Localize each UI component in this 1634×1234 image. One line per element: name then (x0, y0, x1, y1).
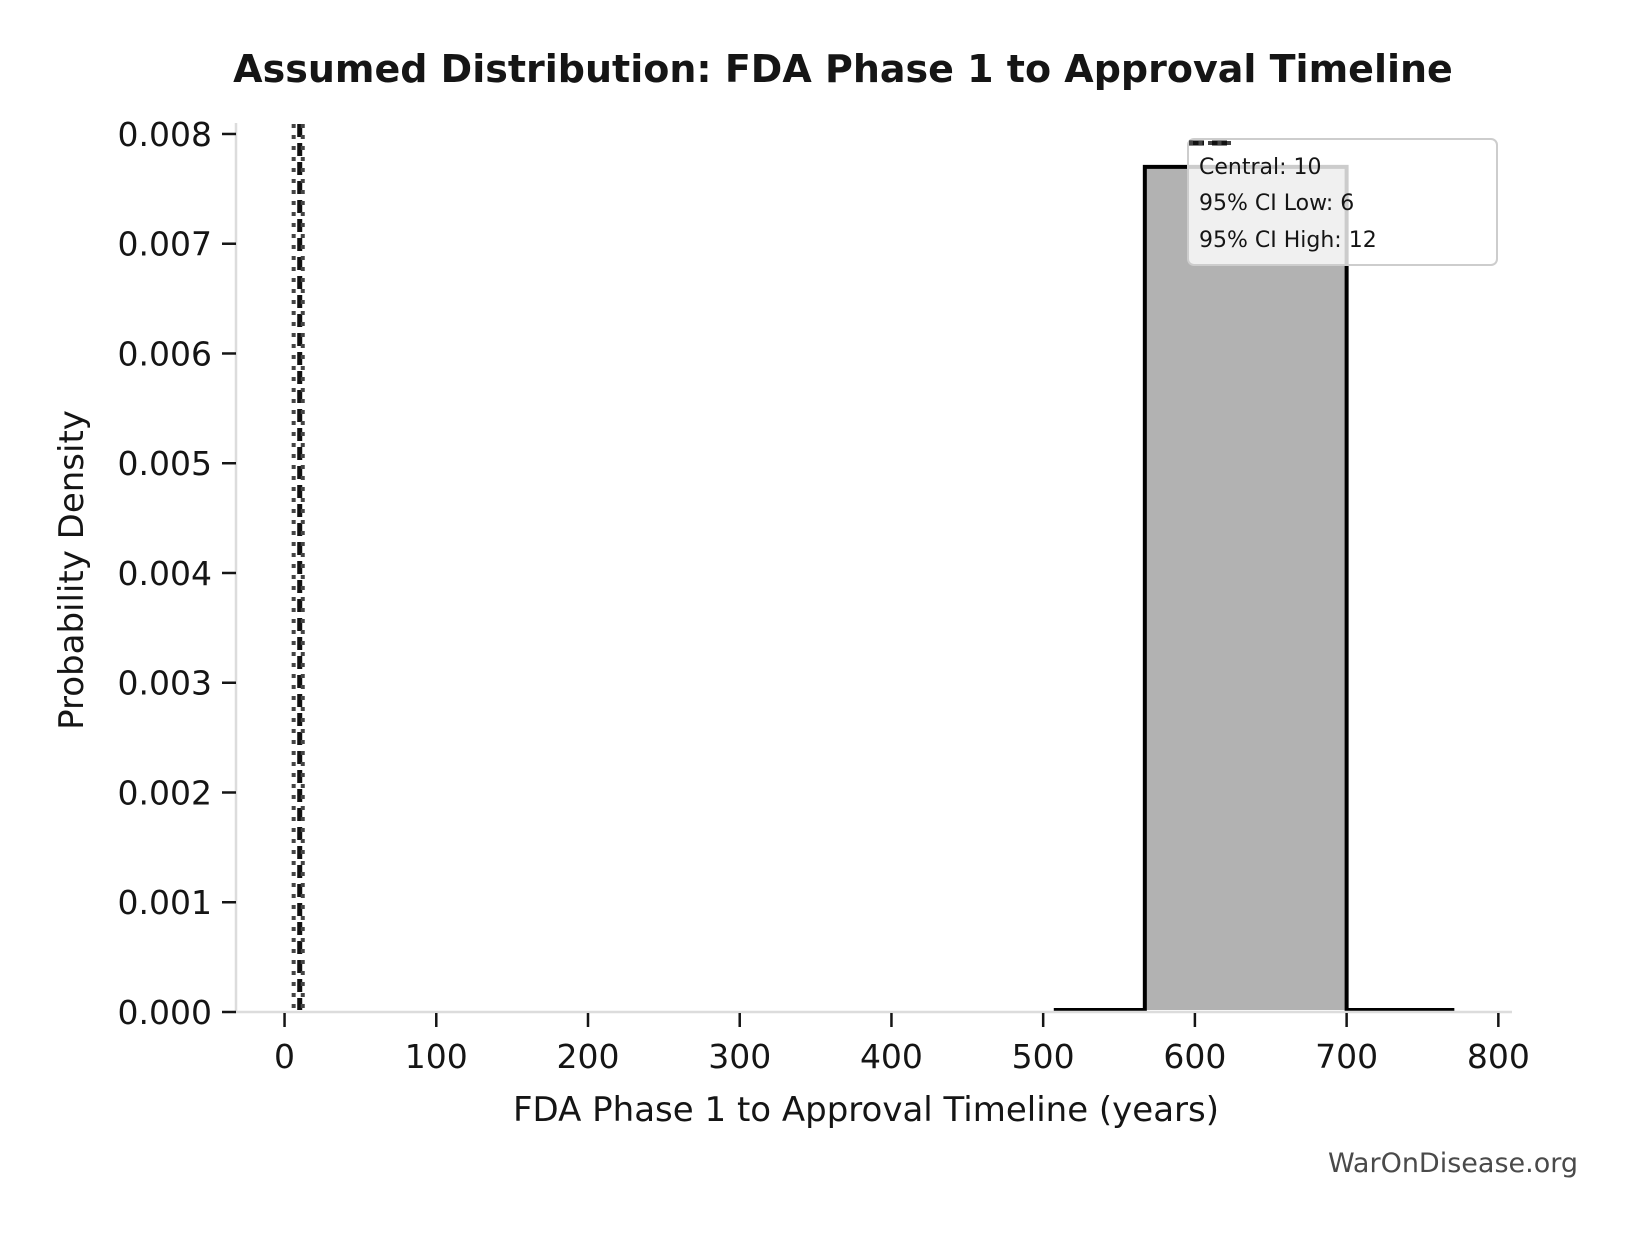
y-tick-label: 0.007 (118, 225, 212, 264)
y-tick-label: 0.002 (118, 773, 212, 812)
dotted-line-icon (1189, 141, 1235, 145)
y-tick-label: 0.003 (118, 664, 212, 703)
x-tick-label: 500 (1012, 1037, 1075, 1076)
y-tick-label: 0.004 (118, 554, 212, 593)
x-tick-label: 300 (708, 1037, 771, 1076)
y-tick-label: 0.005 (118, 444, 212, 483)
y-tick-label: 0.008 (118, 115, 212, 154)
x-axis-label: FDA Phase 1 to Approval Timeline (years) (512, 1090, 1220, 1130)
legend-entry-ci-low: 95% CI Low: 6 (1189, 141, 1488, 222)
legend: Central: 10 95% CI Low: 6 95% CI High: 1… (1187, 138, 1498, 266)
x-tick-label: 400 (860, 1037, 923, 1076)
watermark: WarOnDisease.org (1327, 1148, 1578, 1179)
y-tick-label: 0.006 (118, 334, 212, 373)
legend-label: 95% CI High: 12 (1199, 227, 1377, 253)
legend-label: Central: 10 (1199, 154, 1322, 180)
x-tick-label: 700 (1315, 1037, 1378, 1076)
legend-label: 95% CI Low: 6 (1199, 191, 1355, 216)
x-tick-label: 0 (274, 1037, 295, 1076)
y-axis-label: Probability Density (52, 410, 92, 730)
legend-entry-central: Central: 10 (1189, 140, 1488, 185)
x-tick-label: 600 (1163, 1037, 1226, 1076)
y-tick-label: 0.000 (118, 993, 212, 1032)
x-tick-label: 200 (557, 1037, 620, 1076)
x-tick-label: 800 (1467, 1037, 1530, 1076)
y-tick-label: 0.001 (118, 883, 212, 922)
histogram-bar (1144, 166, 1347, 1010)
chart-title: Assumed Distribution: FDA Phase 1 to App… (233, 47, 1453, 91)
x-tick-label: 100 (405, 1037, 468, 1076)
legend-entry-ci-high: 95% CI High: 12 (1189, 141, 1488, 258)
